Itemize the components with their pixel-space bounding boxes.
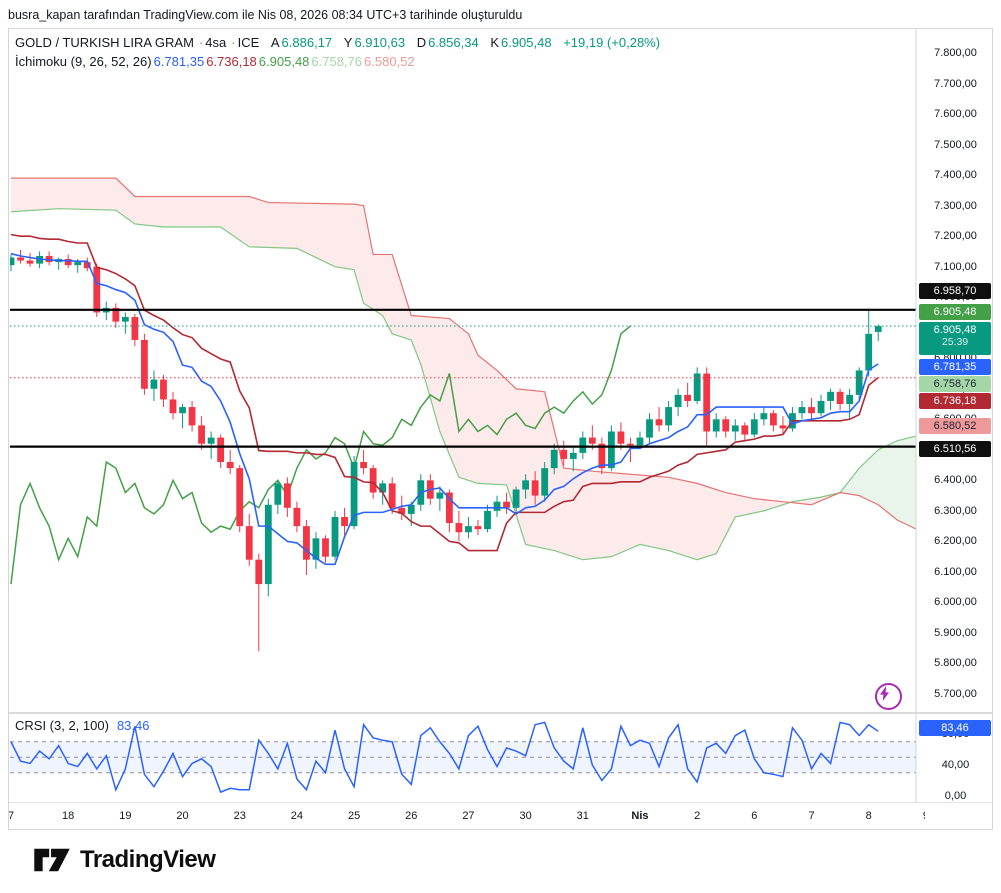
indicator-value: 6.736,18 [206,54,257,69]
time-axis-label: 27 [462,810,475,822]
price-axis-label: 7.500,00 [934,138,977,151]
time-axis-label: 20 [176,810,189,822]
time-axis-label: 9 [906,810,925,822]
time-axis-label: 19 [119,810,132,822]
crsi-current-value: 83,46 [116,718,150,733]
separator-dot: · [231,35,236,50]
time-axis-label: 7 [808,810,815,822]
tradingview-logo[interactable]: TradingView [33,846,216,874]
price-badge: 6.758,76 [919,376,991,392]
time-axis-label: 23 [233,810,246,822]
price-axis-label: 5.700,00 [934,688,977,700]
time-axis-label: 24 [290,810,304,822]
indicator-value: 6.758,76 [311,54,363,69]
indicator-values: 6.781,35 6.736,18 6.905,48 6.758,76 6.580,52 [154,54,417,69]
time-axis-label: 6 [751,810,758,822]
tradingview-logo-text: TradingView [80,846,216,873]
high-value: 6.910,63 [354,35,406,50]
change-value: +19,19 (+0,28%) [563,35,661,50]
price-axis-label: 6.300,00 [934,504,977,517]
time-axis-label: 25 [347,810,361,822]
timeframe-label[interactable]: 4sa [205,35,227,50]
price-badge: 6.580,52 [919,418,991,434]
time-axis-label: 2 [694,810,701,822]
crsi-value-badge: 83,46 [919,720,991,736]
price-axis-label: 7.800,00 [934,47,977,59]
indicator-value: 6.905,48 [258,54,310,69]
time-axis-label: 31 [576,810,589,822]
close-label: K [490,35,499,50]
crsi-legend-row[interactable]: CRSI (3, 2, 100) 83,46 [15,718,149,733]
close-value: 6.905,48 [500,35,552,50]
time-axis-label: 26 [405,810,418,822]
low-value: 6.856,34 [428,35,479,50]
price-axis-label: 6.200,00 [934,535,977,548]
low-label: D [416,35,427,50]
price-badge: 6.905,48 [919,304,991,320]
price-axis-label: 5.900,00 [934,626,977,639]
open-label: A [270,35,280,50]
price-axis-label: 7.100,00 [934,260,977,273]
price-axis-label: 7.600,00 [934,108,977,121]
time-axis-label: 18 [62,810,75,822]
price-badge: 6.736,18 [919,393,991,409]
symbol-title[interactable]: GOLD / TURKISH LIRA GRAM [15,35,194,50]
crsi-axis-label: 40,00 [941,759,970,771]
indicator-value: 6.781,35 [153,54,205,69]
price-axis-label: 7.400,00 [934,169,977,182]
tradingview-logo-icon [34,848,70,872]
price-badge: 6.781,35 [919,359,991,375]
price-badge: 6.958,70 [919,283,991,299]
crsi-axis-label: 0,00 [944,790,967,802]
ichimoku-legend-row[interactable]: İchimoku (9, 26, 52, 26) 6.781,35 6.736,18… [15,54,419,69]
price-axis-label: 6.400,00 [934,474,977,487]
attribution-text: busra_kapan tarafından TradingView.com i… [8,8,523,22]
price-axis-label: 6.100,00 [934,565,977,578]
price-axis-label: 7.200,00 [934,230,977,243]
time-axis-label: Nis [631,810,649,822]
price-axis[interactable]: 7.800,00 7.700,00 7.600,00 7.500,00 7.400,00… [917,29,992,803]
lightning-icon [879,685,890,702]
time-axis[interactable]: 718192023242526273031Nis26789 [9,808,925,829]
exchange-label: ICE [237,35,260,50]
price-badge: 6.905,48 25:39 [919,322,991,355]
crsi-indicator-name[interactable]: CRSI (3, 2, 100) [15,718,109,733]
bar-countdown: 25:39 [941,336,969,348]
time-axis-label: 30 [519,810,532,822]
flash-boost-button[interactable] [875,683,902,710]
price-chart-canvas[interactable] [9,29,993,803]
time-axis-label: 7 [9,810,31,822]
indicator-name[interactable]: İchimoku (9, 26, 52, 26) [15,54,152,69]
time-axis-label: 8 [865,810,872,822]
open-value: 6.886,17 [281,35,333,50]
separator-dot: · [198,35,204,50]
chart-container[interactable]: GOLD / TURKISH LIRA GRAM · 4sa · ICE A 6.886,… [8,28,993,830]
symbol-legend-row[interactable]: GOLD / TURKISH LIRA GRAM · 4sa · ICE A 6.886,… [15,35,662,50]
price-axis-label: 5.800,00 [934,657,977,670]
high-label: Y [343,35,353,50]
price-axis-label: 7.700,00 [934,77,977,90]
indicator-value: 6.580,52 [364,54,415,69]
price-badge: 6.510,56 [919,441,991,457]
price-axis-label: 6.000,00 [934,596,977,609]
price-axis-label: 7.300,00 [934,199,977,212]
